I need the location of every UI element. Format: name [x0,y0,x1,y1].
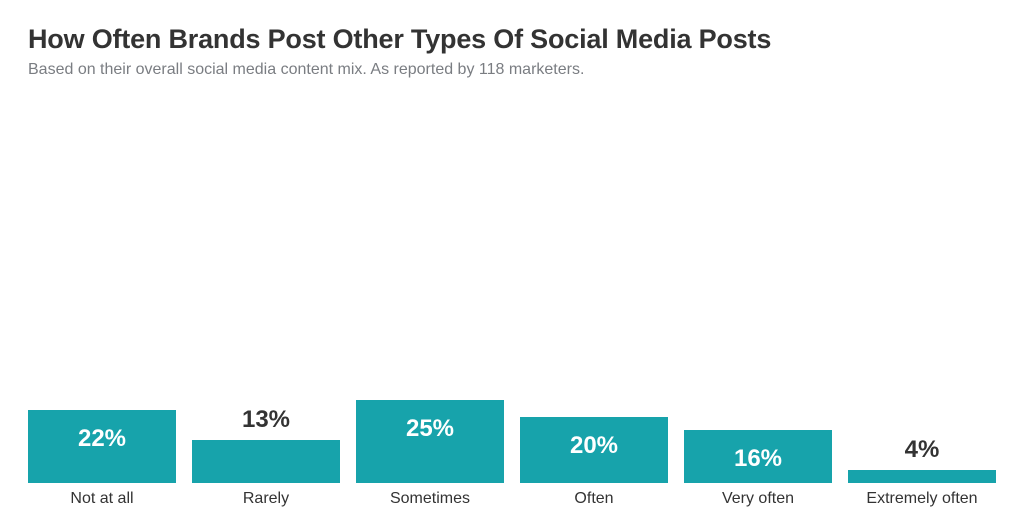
bar-value-label: 25% [406,416,454,442]
bar-column: 20% Often [520,417,668,508]
bar-box: 22% [28,410,176,483]
bar-category-label: Sometimes [356,489,504,508]
bar-column: 16% Very often [684,430,832,508]
bar-column: 22% Not at all [28,410,176,508]
bar-column: 4% Extremely often [848,437,996,508]
bar-chart: 22% Not at all 13% Rarely 25% Sometimes 20% Oft… [28,79,996,512]
bar [848,470,996,483]
bar-category-label: Often [520,489,668,508]
bar [192,440,340,483]
bar-category-label: Rarely [192,489,340,508]
bar-value-label: 22% [78,426,126,452]
bar: 16% [684,430,832,483]
chart-container: How Often Brands Post Other Types Of Soc… [0,0,1024,528]
bar-value-label: 16% [734,446,782,472]
bar-column: 25% Sometimes [356,400,504,508]
bar-category-label: Extremely often [848,489,996,508]
bar: 25% [356,400,504,483]
chart-title: How Often Brands Post Other Types Of Soc… [28,24,996,55]
bar-value-label: 20% [570,433,618,459]
bar-box: 25% [356,400,504,483]
bar-box: 4% [848,437,996,482]
bar-box: 16% [684,430,832,483]
bar-column: 13% Rarely [192,407,340,508]
bar-box: 13% [192,407,340,482]
bar: 22% [28,410,176,483]
bar: 20% [520,417,668,483]
bar-box: 20% [520,417,668,483]
bar-value-label: 4% [848,437,996,463]
bar-value-label: 13% [192,407,340,433]
bar-category-label: Very often [684,489,832,508]
chart-subtitle: Based on their overall social media cont… [28,61,996,79]
bar-category-label: Not at all [28,489,176,508]
